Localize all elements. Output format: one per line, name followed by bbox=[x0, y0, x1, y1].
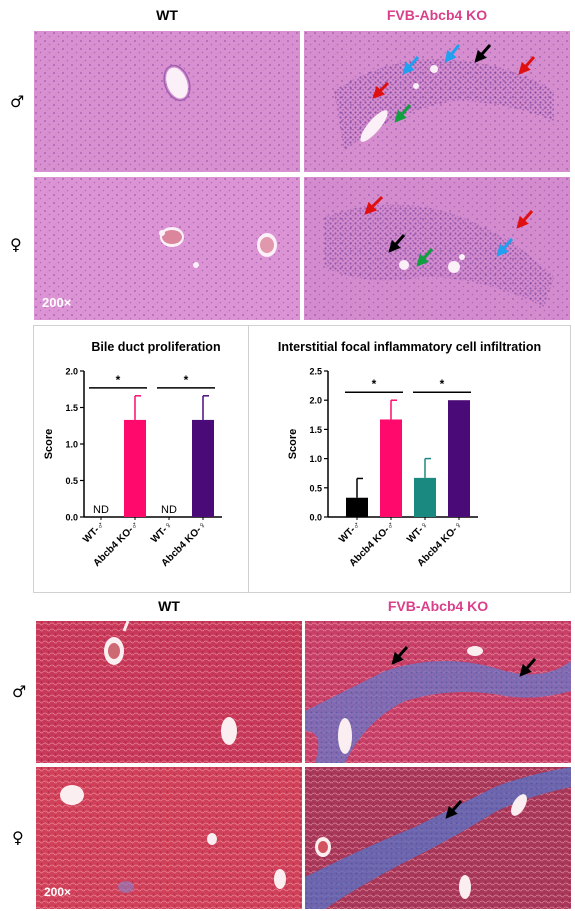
green-arrow bbox=[394, 104, 412, 123]
bar bbox=[124, 419, 146, 517]
y-tick-label: 0.5 bbox=[65, 476, 78, 486]
black-arrow bbox=[391, 646, 409, 665]
he-col-header-wt: WT bbox=[156, 7, 178, 23]
significance-star: * bbox=[184, 373, 189, 387]
chart-panel-bile-duct: Bile duct proliferation 0.0 0.5 1.0 1.5 2.0 S… bbox=[33, 325, 249, 593]
y-tick-label: 0.5 bbox=[309, 483, 322, 493]
red-arrow bbox=[364, 195, 384, 215]
y-tick-label: 1.0 bbox=[65, 440, 78, 450]
bar bbox=[346, 497, 368, 517]
significance-star: * bbox=[372, 377, 377, 391]
bar bbox=[192, 419, 214, 517]
masson-magnification-label: 200× bbox=[44, 885, 72, 899]
he-row-label-female: ♀ bbox=[10, 235, 22, 254]
x-tick-label: WT-♂ bbox=[81, 519, 107, 545]
masson-wt-female-image: 200× bbox=[36, 767, 302, 909]
black-arrow bbox=[388, 234, 406, 253]
nd-label: ND bbox=[161, 504, 177, 516]
he-ko-male-image bbox=[304, 31, 570, 172]
masson-row-label-male: ♂ bbox=[12, 682, 27, 701]
masson-row-label-female: ♀ bbox=[12, 828, 24, 847]
he-row-label-male: ♂ bbox=[10, 92, 25, 111]
bar bbox=[414, 477, 436, 517]
blue-arrow bbox=[496, 238, 514, 257]
black-arrow bbox=[519, 658, 537, 677]
y-axis-label: Score bbox=[43, 429, 55, 460]
chart-title: Interstitial focal inflammatory cell inf… bbox=[277, 340, 542, 354]
x-tick-label: WT-♂ bbox=[337, 519, 363, 545]
masson-col-header-ko: FVB-Abcb4 KO bbox=[387, 598, 489, 614]
y-tick-label: 0.0 bbox=[309, 513, 322, 523]
masson-ko-male-image bbox=[305, 621, 571, 763]
y-axis-label: Score bbox=[287, 429, 299, 460]
black-arrow bbox=[474, 44, 492, 63]
he-magnification-label: 200× bbox=[42, 295, 72, 310]
y-tick-label: 1.5 bbox=[65, 403, 78, 413]
he-wt-female-image: 200× bbox=[34, 177, 300, 320]
green-arrow bbox=[416, 248, 434, 267]
bar bbox=[380, 419, 402, 517]
y-tick-label: 2.0 bbox=[65, 367, 78, 377]
x-tick-label: WT-♀ bbox=[149, 519, 175, 545]
blue-arrow bbox=[402, 56, 420, 75]
y-tick-label: 1.5 bbox=[309, 425, 322, 435]
he-ko-female-image bbox=[304, 177, 570, 320]
masson-col-header-wt: WT bbox=[158, 598, 180, 614]
significance-star: * bbox=[116, 373, 121, 387]
blue-arrow bbox=[444, 44, 461, 63]
chart-title: Bile duct proliferation bbox=[91, 340, 221, 354]
x-tick-label: WT-♀ bbox=[405, 519, 431, 545]
he-col-header-ko: FVB-Abcb4 KO bbox=[386, 7, 488, 23]
bar bbox=[448, 400, 470, 517]
masson-wt-male-image bbox=[36, 621, 302, 763]
nd-label: ND bbox=[93, 504, 109, 516]
black-arrow bbox=[445, 800, 463, 819]
y-tick-label: 1.0 bbox=[309, 454, 322, 464]
y-tick-label: 2.5 bbox=[309, 367, 322, 377]
red-arrow bbox=[516, 210, 534, 229]
masson-ko-female-image bbox=[305, 767, 571, 909]
significance-star: * bbox=[440, 377, 445, 391]
red-arrow bbox=[372, 81, 390, 99]
y-tick-label: 2.0 bbox=[309, 396, 322, 406]
he-wt-male-image bbox=[34, 31, 300, 172]
y-tick-label: 0.0 bbox=[65, 513, 78, 523]
chart-panel-inflammation: Interstitial focal inflammatory cell inf… bbox=[248, 325, 571, 593]
red-arrow bbox=[518, 56, 536, 75]
